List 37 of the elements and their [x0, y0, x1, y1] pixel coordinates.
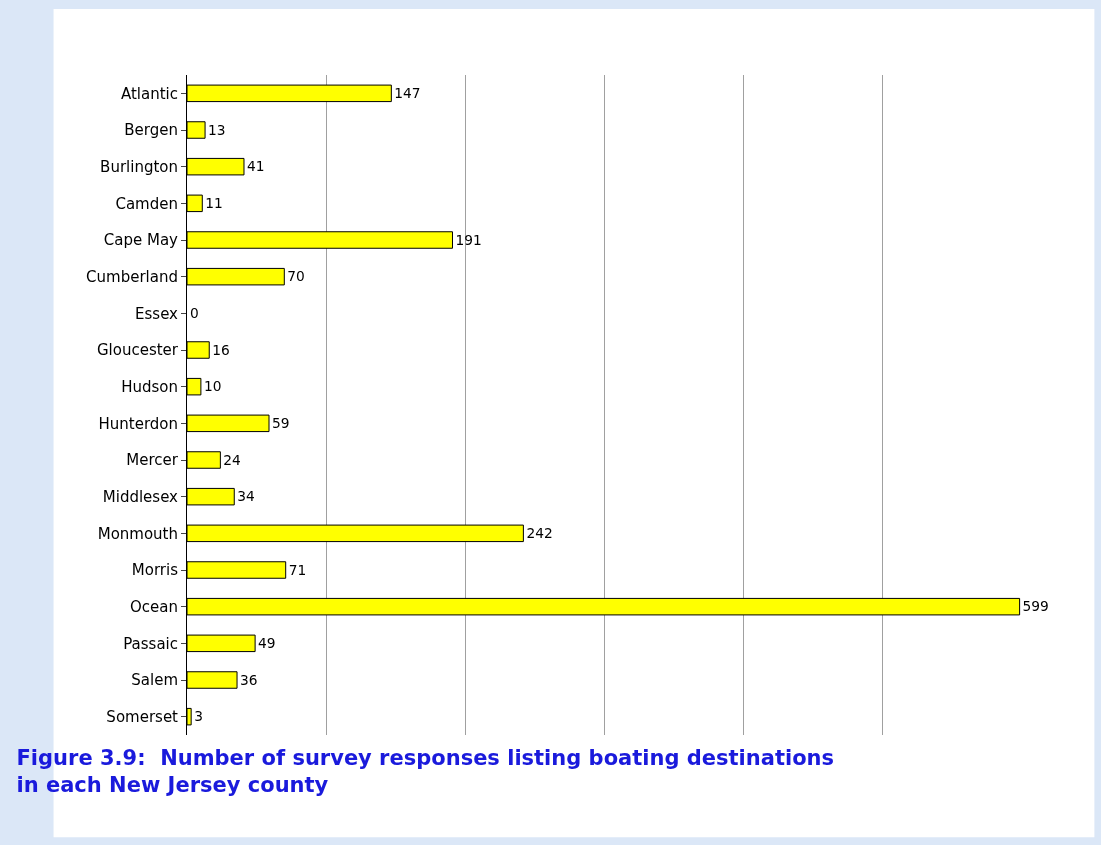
- data-label: 191: [455, 231, 482, 248]
- y-tick-label: Camden: [115, 194, 178, 213]
- y-tick-label: Middlesex: [102, 487, 179, 506]
- y-tick-label: Essex: [135, 304, 179, 323]
- data-label: 71: [288, 561, 307, 578]
- data-label: 36: [240, 671, 258, 688]
- y-tick-label: Cape May: [103, 231, 179, 250]
- data-label: 59: [272, 414, 290, 431]
- y-tick-label: Atlantic: [120, 84, 178, 103]
- data-label: 3: [194, 708, 203, 725]
- y-tick-label: Salem: [131, 671, 178, 690]
- y-tick-label: Burlington: [100, 157, 178, 176]
- y-tick-label: Ocean: [130, 597, 178, 616]
- y-tick-label: Monmouth: [97, 524, 178, 543]
- data-label: 0: [190, 304, 199, 321]
- data-label: 24: [223, 451, 241, 468]
- data-label: 41: [246, 158, 265, 175]
- data-label: 70: [287, 268, 305, 285]
- data-label: 10: [203, 378, 222, 395]
- text: Figure 3.9: Number of survey responses listing boating destinations in each New Jersey county: [16, 745, 835, 798]
- y-tick-label: Gloucester: [96, 341, 179, 360]
- data-label: 16: [212, 341, 230, 358]
- data-label: 13: [208, 121, 226, 138]
- data-label: 242: [526, 524, 553, 541]
- data-label: 147: [394, 84, 421, 101]
- y-tick-label: Passaic: [123, 634, 178, 653]
- y-tick-label: Bergen: [124, 121, 178, 140]
- y-tick-label: Morris: [131, 561, 179, 580]
- y-tick-label: Cumberland: [86, 267, 178, 286]
- y-tick-label: Mercer: [126, 451, 179, 470]
- data-label: 34: [237, 488, 255, 505]
- y-tick-label: Hunterdon: [98, 414, 178, 433]
- y-tick-label: Somerset: [106, 707, 179, 726]
- data-label: 599: [1022, 598, 1049, 615]
- y-tick-label: Hudson: [121, 377, 178, 396]
- data-label: 11: [205, 194, 223, 211]
- data-label: 49: [258, 634, 276, 651]
